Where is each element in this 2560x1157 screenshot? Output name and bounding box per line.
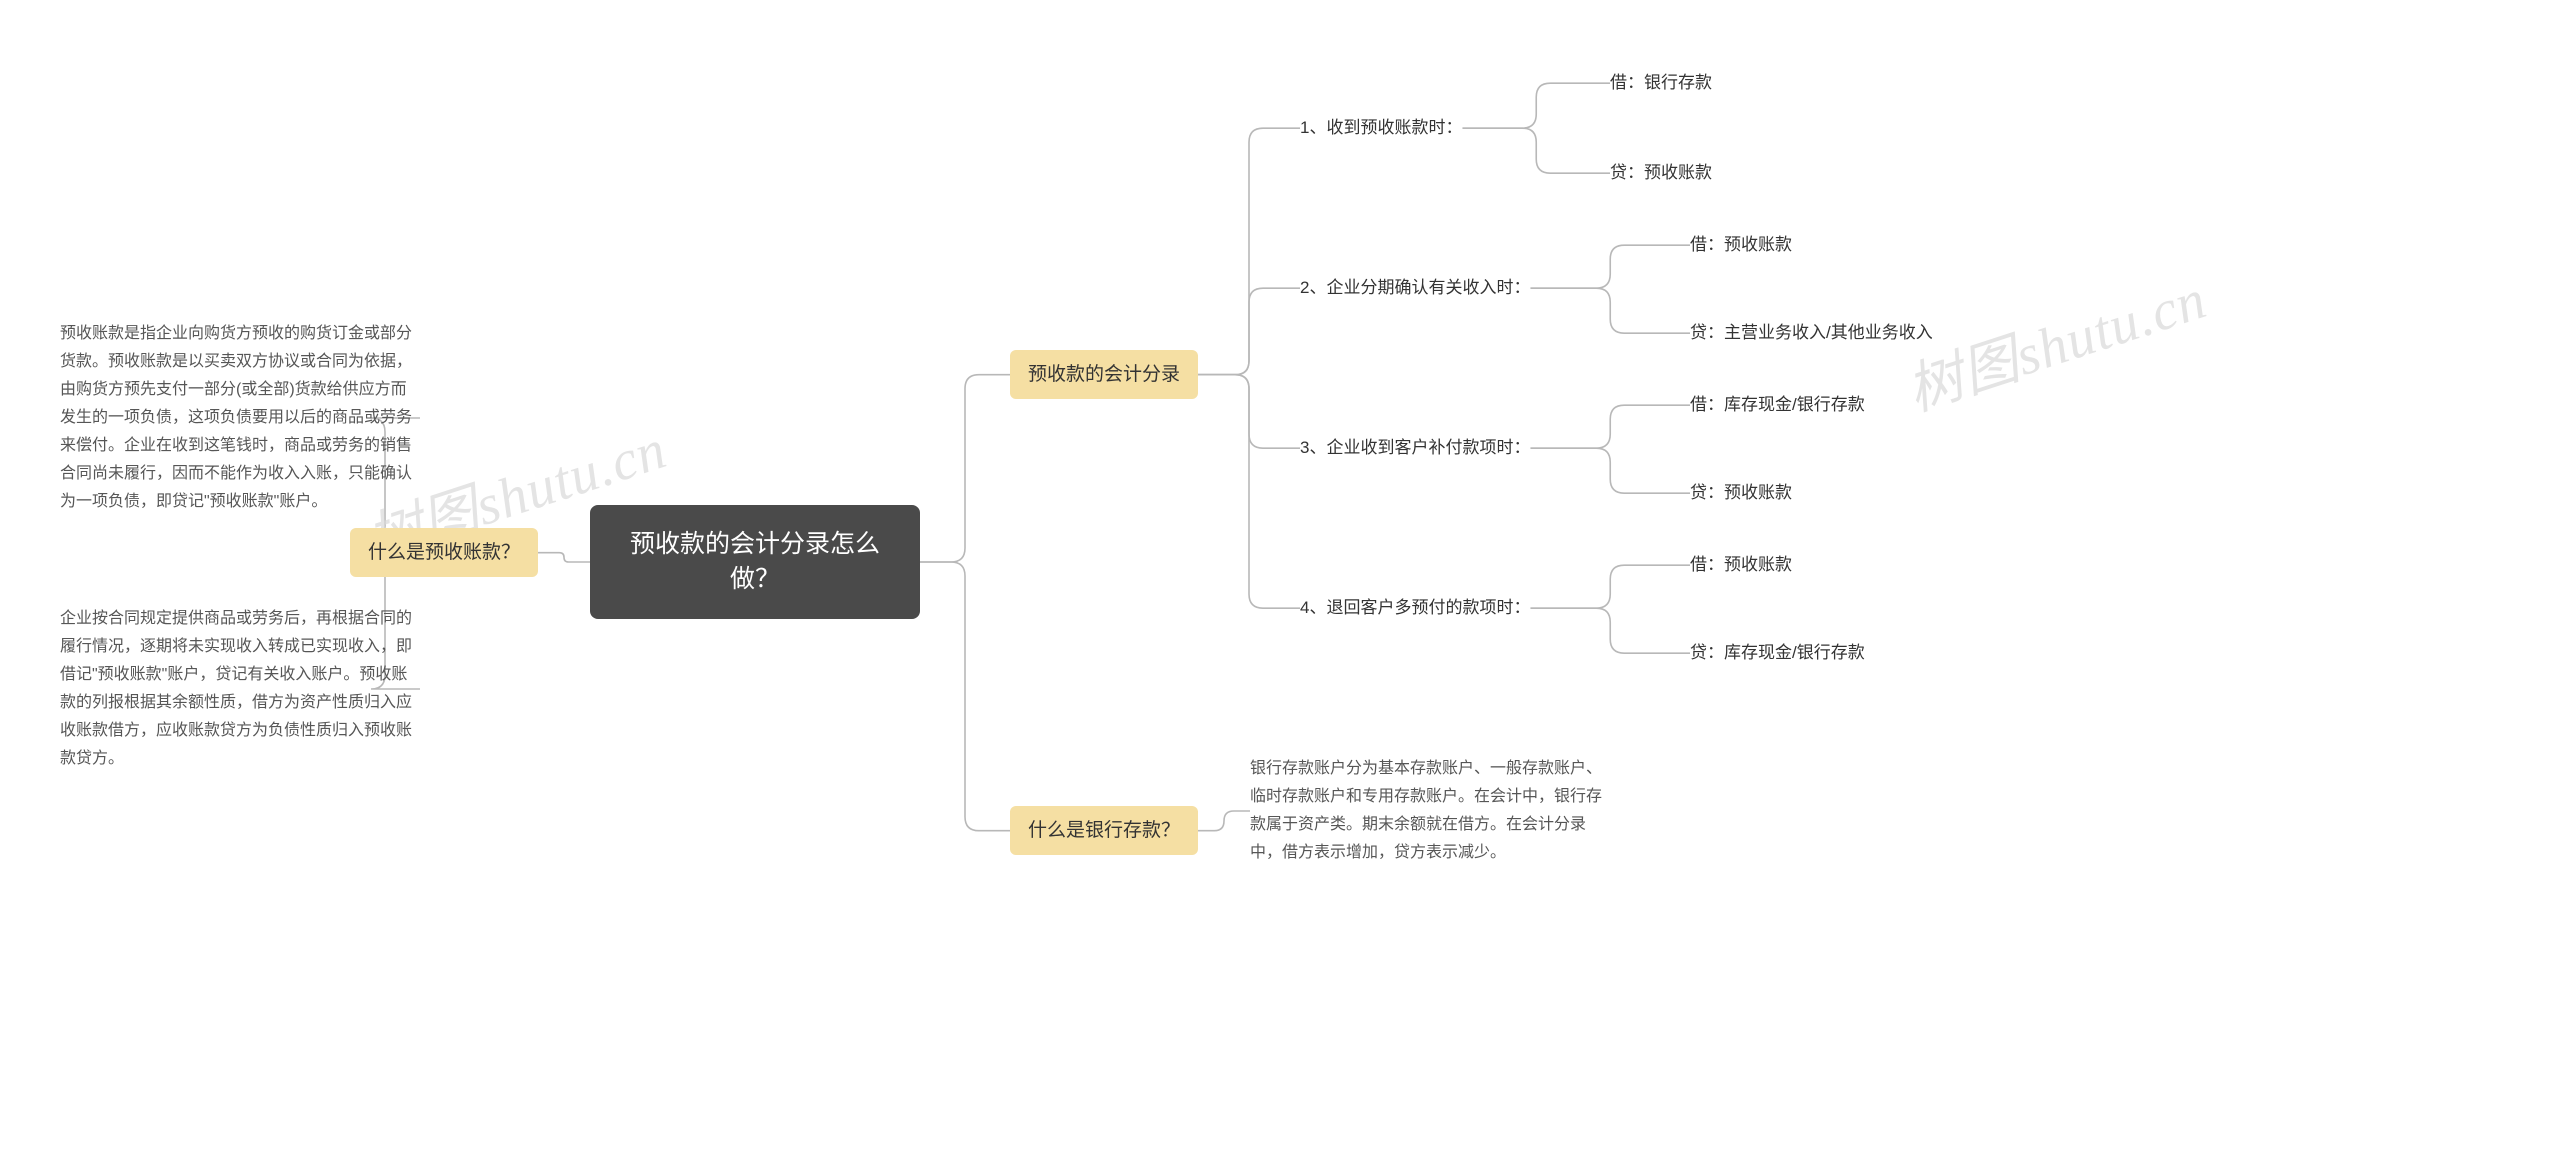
entry-4-debit: 借：预收账款 <box>1690 552 1792 578</box>
entry-3-debit: 借：库存现金/银行存款 <box>1690 392 1865 418</box>
connector-layer <box>0 0 2560 1157</box>
entry-2-title: 2、企业分期确认有关收入时： <box>1300 275 1530 301</box>
paragraph-prepayment-def-1: 预收账款是指企业向购货方预收的购货订金或部分货款。预收账款是以买卖双方协议或合同… <box>60 320 420 516</box>
root-node: 预收款的会计分录怎么做？ <box>590 505 920 619</box>
entry-3-credit: 贷：预收账款 <box>1690 480 1792 506</box>
paragraph-bank-deposit: 银行存款账户分为基本存款账户、一般存款账户、临时存款账户和专用存款账户。在会计中… <box>1250 755 1610 867</box>
entry-1-credit: 贷：预收账款 <box>1610 160 1712 186</box>
branch-accounting-entries: 预收款的会计分录 <box>1010 350 1198 399</box>
entry-2-debit: 借：预收账款 <box>1690 232 1792 258</box>
paragraph-prepayment-def-2: 企业按合同规定提供商品或劳务后，再根据合同的履行情况，逐期将未实现收入转成已实现… <box>60 605 420 773</box>
branch-what-is-prepayment: 什么是预收账款？ <box>350 528 538 577</box>
entry-4-title: 4、退回客户多预付的款项时： <box>1300 595 1530 621</box>
entry-2-credit: 贷：主营业务收入/其他业务收入 <box>1690 320 1933 346</box>
entry-3-title: 3、企业收到客户补付款项时： <box>1300 435 1530 461</box>
branch-what-is-bank-deposit: 什么是银行存款？ <box>1010 806 1198 855</box>
watermark-2: 树图shutu.cn <box>1895 254 2215 427</box>
entry-1-debit: 借：银行存款 <box>1610 70 1712 96</box>
entry-1-title: 1、收到预收账款时： <box>1300 115 1462 141</box>
entry-4-credit: 贷：库存现金/银行存款 <box>1690 640 1865 666</box>
